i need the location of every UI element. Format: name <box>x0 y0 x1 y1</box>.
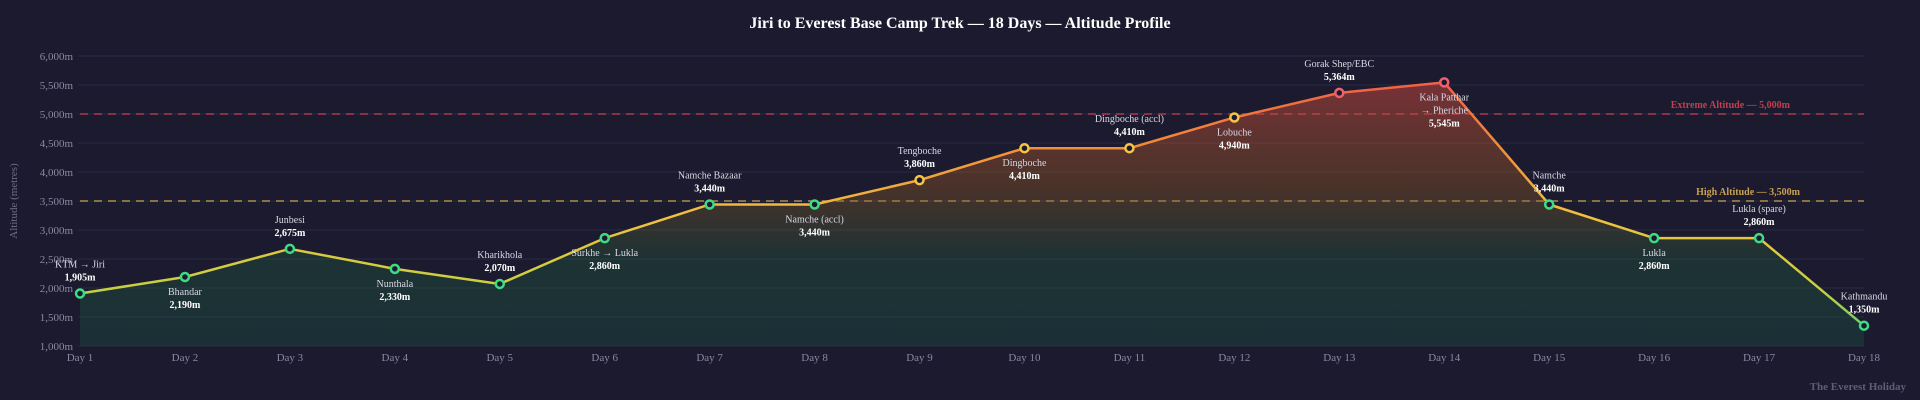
x-tick-label: Day 6 <box>591 352 618 364</box>
data-point <box>599 232 610 244</box>
data-point <box>1753 232 1765 244</box>
x-tick-label: Day 8 <box>801 352 828 364</box>
x-tick-label: Day 18 <box>1848 352 1881 364</box>
point-label: Kala Patthar <box>1419 92 1469 103</box>
x-tick-label: Day 15 <box>1533 352 1566 364</box>
x-tick-label: Day 14 <box>1428 352 1461 364</box>
y-tick-label: 4,000m <box>40 167 74 179</box>
data-point <box>494 278 506 290</box>
y-tick-label: 1,000m <box>40 341 74 353</box>
data-point <box>1019 142 1030 154</box>
point-label: Kharikhola <box>477 250 523 261</box>
y-tick-label: 5,000m <box>40 109 74 121</box>
point-label: Dingboche (accl) <box>1095 114 1164 125</box>
data-point <box>809 199 820 210</box>
x-tick-label: Day 4 <box>382 352 409 364</box>
data-point <box>389 263 401 275</box>
point-value-label: 2,860m <box>1744 217 1776 228</box>
point-value-label: 2,860m <box>589 261 621 272</box>
point-value-label: 1,350m <box>1849 305 1881 316</box>
x-tick-label: Day 7 <box>696 352 723 364</box>
x-tick-label: Day 9 <box>906 352 933 364</box>
point-label: Surkhe → Lukla <box>571 248 638 259</box>
point-label: Bhandar <box>168 287 203 298</box>
point-label: → Pheriche <box>1420 105 1468 116</box>
point-value-label: 3,860m <box>904 159 936 170</box>
point-label: Kathmandu <box>1841 292 1888 303</box>
footer-brand: The Everest Holiday <box>1810 381 1907 393</box>
point-value-label: 2,330m <box>379 292 411 303</box>
reference-line-label: High Altitude — 3,500m <box>1696 187 1801 198</box>
point-label: Lukla (spare) <box>1732 204 1786 215</box>
y-tick-label: 4,500m <box>40 138 74 150</box>
y-tick-label: 1,500m <box>40 312 74 324</box>
point-label: Lobuche <box>1217 127 1253 138</box>
data-point <box>284 243 296 255</box>
x-tick-label: Day 17 <box>1743 352 1776 364</box>
point-label: Lukla <box>1642 248 1666 259</box>
point-label: Tengboche <box>898 146 942 157</box>
x-tick-label: Day 2 <box>172 352 199 364</box>
x-tick-label: Day 16 <box>1638 352 1671 364</box>
point-label: Namche (accl) <box>785 214 844 225</box>
point-value-label: 5,545m <box>1429 118 1461 129</box>
point-value-label: 2,675m <box>274 228 306 239</box>
y-tick-label: 3,500m <box>40 196 74 208</box>
point-value-label: 3,440m <box>1534 183 1566 194</box>
point-value-label: 3,440m <box>694 183 726 194</box>
x-tick-label: Day 12 <box>1218 352 1250 364</box>
data-point <box>704 199 715 210</box>
y-tick-label: 5,500m <box>40 80 74 92</box>
y-tick-label: 3,000m <box>40 225 74 237</box>
point-label: Namche <box>1533 170 1567 181</box>
x-tick-label: Day 1 <box>67 352 94 364</box>
point-value-label: 4,410m <box>1114 127 1146 138</box>
data-point <box>179 271 191 283</box>
y-tick-label: 2,500m <box>40 254 74 266</box>
point-label: KTM → Jiri <box>55 260 105 271</box>
data-point <box>1438 77 1450 88</box>
point-value-label: 2,860m <box>1639 261 1671 272</box>
altitude-area <box>80 82 1864 346</box>
point-value-label: 2,070m <box>484 263 516 274</box>
altitude-line <box>79 81 1865 327</box>
y-axis-label: Altitude (metres) <box>8 163 20 239</box>
data-point <box>1229 112 1240 123</box>
reference-line-label: Extreme Altitude — 5,000m <box>1671 100 1791 111</box>
point-value-label: 1,905m <box>65 273 97 284</box>
data-point <box>1648 232 1660 244</box>
point-label: Junbesi <box>275 215 305 226</box>
x-tick-label: Day 5 <box>486 352 513 364</box>
x-tick-label: Day 11 <box>1114 352 1146 364</box>
data-point <box>1543 199 1555 210</box>
point-label: Gorak Shep/EBC <box>1304 59 1374 70</box>
y-tick-label: 2,000m <box>40 283 74 295</box>
point-label: Dingboche <box>1003 158 1047 169</box>
data-point <box>74 288 86 299</box>
y-tick-label: 6,000m <box>40 51 74 63</box>
point-value-label: 2,190m <box>170 300 202 311</box>
point-label: Namche Bazaar <box>678 170 742 181</box>
x-tick-label: Day 13 <box>1323 352 1356 364</box>
point-value-label: 4,940m <box>1219 140 1251 151</box>
data-point <box>1124 142 1135 154</box>
chart-title: Jiri to Everest Base Camp Trek — 18 Days… <box>749 15 1170 32</box>
data-point <box>1858 320 1870 331</box>
point-value-label: 4,410m <box>1009 171 1041 182</box>
point-value-label: 3,440m <box>799 227 831 238</box>
x-tick-label: Day 10 <box>1008 352 1041 364</box>
data-point <box>914 174 925 186</box>
data-point <box>1334 87 1345 99</box>
point-label: Nunthala <box>376 279 413 290</box>
x-tick-label: Day 3 <box>277 352 304 364</box>
point-value-label: 5,364m <box>1324 72 1356 83</box>
